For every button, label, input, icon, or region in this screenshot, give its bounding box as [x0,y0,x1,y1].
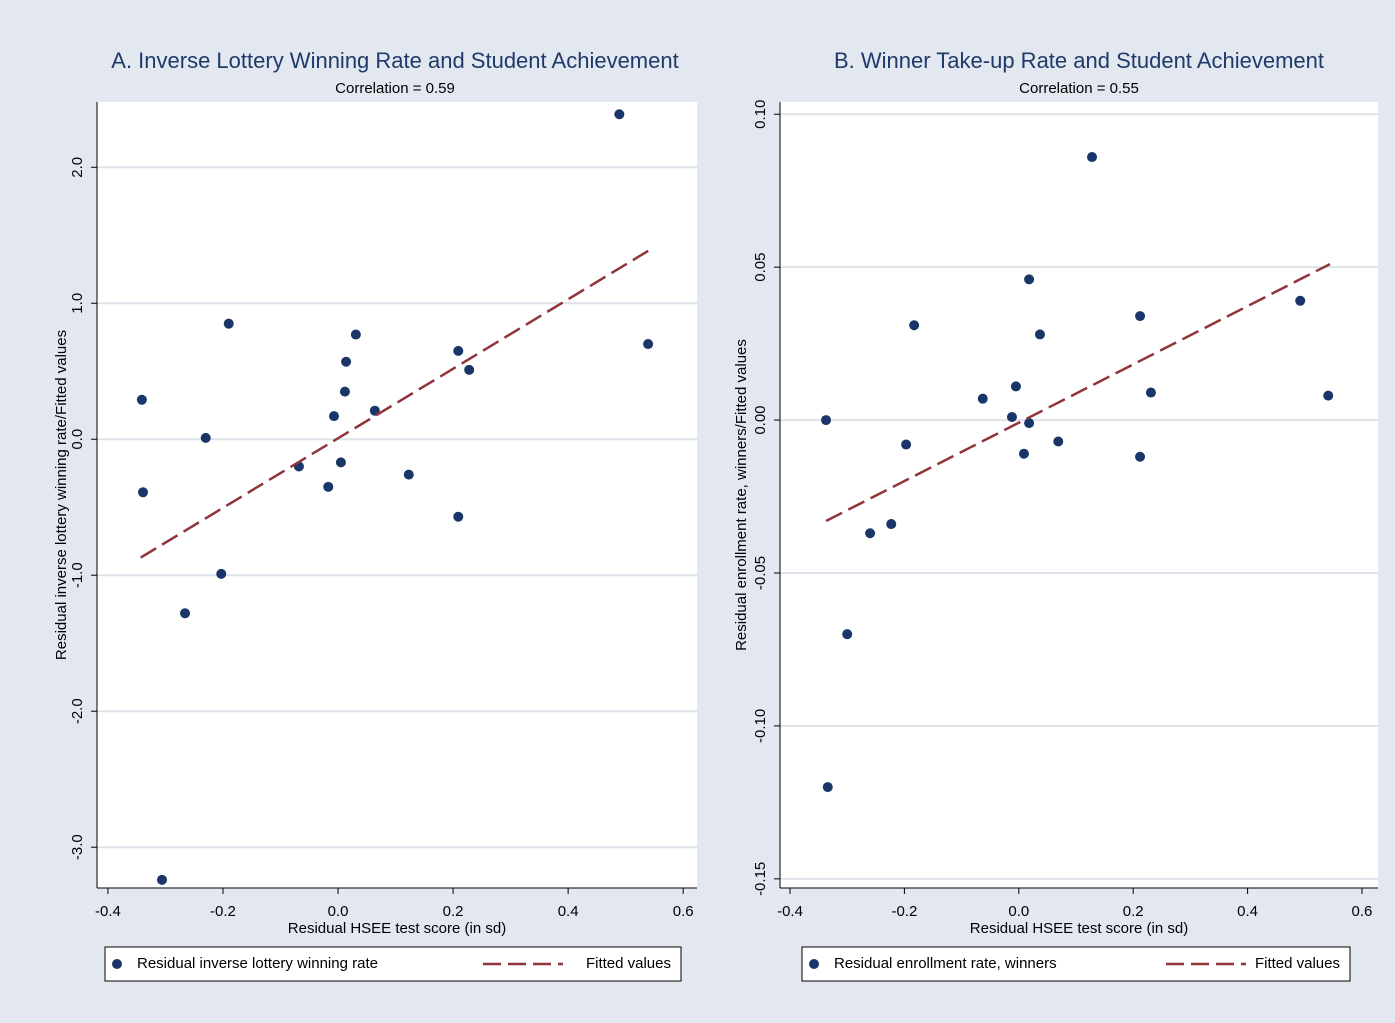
legend-label: Fitted values [1255,955,1340,972]
data-point [909,320,920,331]
legend-label: Fitted values [586,955,671,972]
data-point [821,415,832,426]
x-axis-label: Residual HSEE test score (in sd) [970,920,1188,937]
y-axis-label: Residual inverse lottery winning rate/Fi… [53,330,70,660]
legend-marker [112,959,122,969]
data-point [1010,381,1021,392]
data-point [1135,451,1146,462]
x-tick-label: 0.0 [328,903,349,920]
y-tick-label: 0.05 [752,253,769,282]
legend-marker [809,959,819,969]
chart-subtitle: Correlation = 0.59 [335,80,455,97]
legend-label: Residual enrollment rate, winners [834,955,1057,972]
plot-area [780,102,1378,888]
y-tick-label: -0.05 [752,556,769,590]
x-axis-label: Residual HSEE test score (in sd) [288,920,506,937]
y-tick-label: 2.0 [69,157,86,178]
data-point [886,519,897,530]
chart-title: A. Inverse Lottery Winning Rate and Stud… [111,48,678,73]
legend [801,946,1351,982]
data-point [1135,311,1146,322]
x-tick-label: 0.0 [1008,903,1029,920]
x-tick-label: 0.2 [443,903,464,920]
x-tick-label: -0.2 [891,903,917,920]
x-tick-label: 0.4 [1237,903,1258,920]
data-point [341,356,352,367]
data-point [1024,274,1035,285]
data-point [350,329,361,340]
data-point [1053,436,1064,447]
data-point [614,109,625,120]
data-point [1295,295,1306,306]
fitted-line [825,262,1331,523]
data-point [136,394,147,405]
x-tick-label: 0.6 [673,903,694,920]
chart-title: B. Winner Take-up Rate and Student Achie… [834,48,1324,73]
data-point [842,629,853,640]
x-tick-label: 0.6 [1352,903,1373,920]
data-point [822,782,833,793]
x-tick-label: -0.4 [777,903,803,920]
legend-label: Residual inverse lottery winning rate [137,955,378,972]
data-point [403,469,414,480]
data-point [453,511,464,522]
data-point [138,487,149,498]
x-tick-label: 0.2 [1123,903,1144,920]
data-point [329,411,340,422]
data-point [223,318,234,329]
data-point [464,364,475,375]
data-point [180,608,191,619]
data-point [1018,448,1029,459]
y-tick-label: 1.0 [69,293,86,314]
plot-area [97,102,697,888]
y-axis-label: Residual enrollment rate, winners/Fitted… [733,339,750,651]
data-point [1087,152,1098,163]
y-tick-label: -0.15 [752,862,769,896]
data-point [323,481,334,492]
x-tick-label: 0.4 [558,903,579,920]
y-tick-label: -3.0 [69,834,86,860]
data-point [200,432,211,443]
data-point [339,386,350,397]
y-tick-label: -1.0 [69,562,86,588]
y-tick-label: 0.0 [69,429,86,450]
data-point [1034,329,1045,340]
y-tick-label: -2.0 [69,698,86,724]
data-point [1006,412,1017,423]
data-point [977,393,988,404]
data-point [216,568,227,579]
data-point [157,874,168,885]
y-tick-label: 0.00 [752,405,769,434]
chart-subtitle: Correlation = 0.55 [1019,80,1139,97]
x-tick-label: -0.4 [95,903,121,920]
data-point [901,439,912,450]
x-tick-label: -0.2 [210,903,236,920]
data-point [643,339,654,350]
data-point [453,345,464,356]
data-point [1145,387,1156,398]
data-point [335,457,346,468]
data-point [1323,390,1334,401]
data-point [865,528,876,539]
y-tick-label: -0.10 [752,709,769,743]
y-tick-label: 0.10 [752,100,769,129]
legend [104,946,682,982]
data-point [1024,418,1035,429]
